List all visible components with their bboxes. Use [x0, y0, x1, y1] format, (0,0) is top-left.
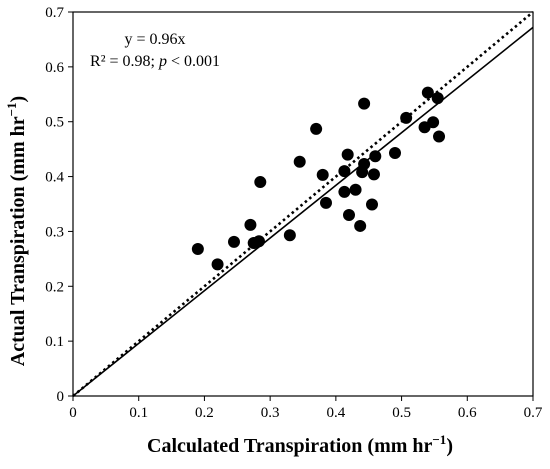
data-point — [293, 155, 306, 168]
data-point — [244, 218, 257, 231]
data-point — [343, 208, 355, 221]
y-tick-label: 0.7 — [45, 5, 64, 21]
x-axis-title: Calculated Transpiration (mm hr−1) — [147, 432, 453, 457]
y-tick-label: 0.5 — [45, 115, 64, 131]
data-point — [349, 183, 362, 196]
y-tick-label: 0.3 — [45, 224, 64, 240]
data-point — [358, 157, 371, 170]
p-symbol: p — [158, 53, 167, 70]
data-point — [338, 165, 351, 178]
data-point — [228, 235, 240, 248]
x-tick-label: 0.2 — [195, 405, 214, 421]
data-point — [366, 198, 378, 211]
y-tick-label: 0 — [57, 389, 65, 405]
r-squared-text: R² = 0.98; — [90, 53, 159, 70]
data-point — [338, 185, 351, 198]
data-point — [367, 168, 380, 181]
data-point — [354, 219, 367, 232]
x-tick-label: 0.6 — [458, 405, 477, 421]
x-tick-label: 0.4 — [326, 405, 345, 421]
data-point — [369, 150, 382, 163]
data-point — [310, 122, 323, 135]
data-point — [358, 97, 371, 110]
regression-equation: y = 0.96x — [124, 31, 185, 48]
x-tick-label: 0.3 — [261, 405, 280, 421]
data-point — [320, 196, 332, 209]
data-point — [252, 235, 265, 248]
regression-line — [72, 26, 534, 397]
y-tick-label: 0.6 — [45, 60, 64, 76]
x-tick-label: 0.5 — [392, 405, 411, 421]
y-tick-label: 0.1 — [45, 334, 64, 350]
data-point — [400, 111, 413, 124]
x-tick-label: 0 — [69, 405, 77, 421]
y-tick-label: 0.2 — [45, 279, 64, 295]
y-tick-label: 0.4 — [45, 170, 64, 186]
x-tick-label: 0.1 — [129, 405, 148, 421]
data-point — [341, 148, 354, 161]
data-point — [427, 116, 440, 129]
y-axis-title: Actual Transpiration (mm hr−1) — [4, 96, 29, 366]
data-point — [283, 229, 296, 242]
plot-frame — [72, 11, 534, 397]
data-point — [421, 86, 434, 99]
data-point — [433, 130, 446, 143]
data-point — [254, 176, 267, 189]
data-point — [431, 92, 444, 105]
p-value-text: < 0.001 — [167, 53, 220, 70]
regression-stats: R² = 0.98; p < 0.001 — [90, 53, 220, 70]
x-tick-label: 0.7 — [524, 405, 543, 421]
data-point — [389, 146, 401, 159]
data-point — [191, 242, 204, 255]
plot-area: 0 0.1 0.2 0.3 0.4 0.5 0.6 0.7 0 0.1 0.2 0.3 0.4 0.5 0.… — [45, 5, 543, 421]
data-point — [316, 168, 329, 181]
data-point — [211, 258, 224, 271]
